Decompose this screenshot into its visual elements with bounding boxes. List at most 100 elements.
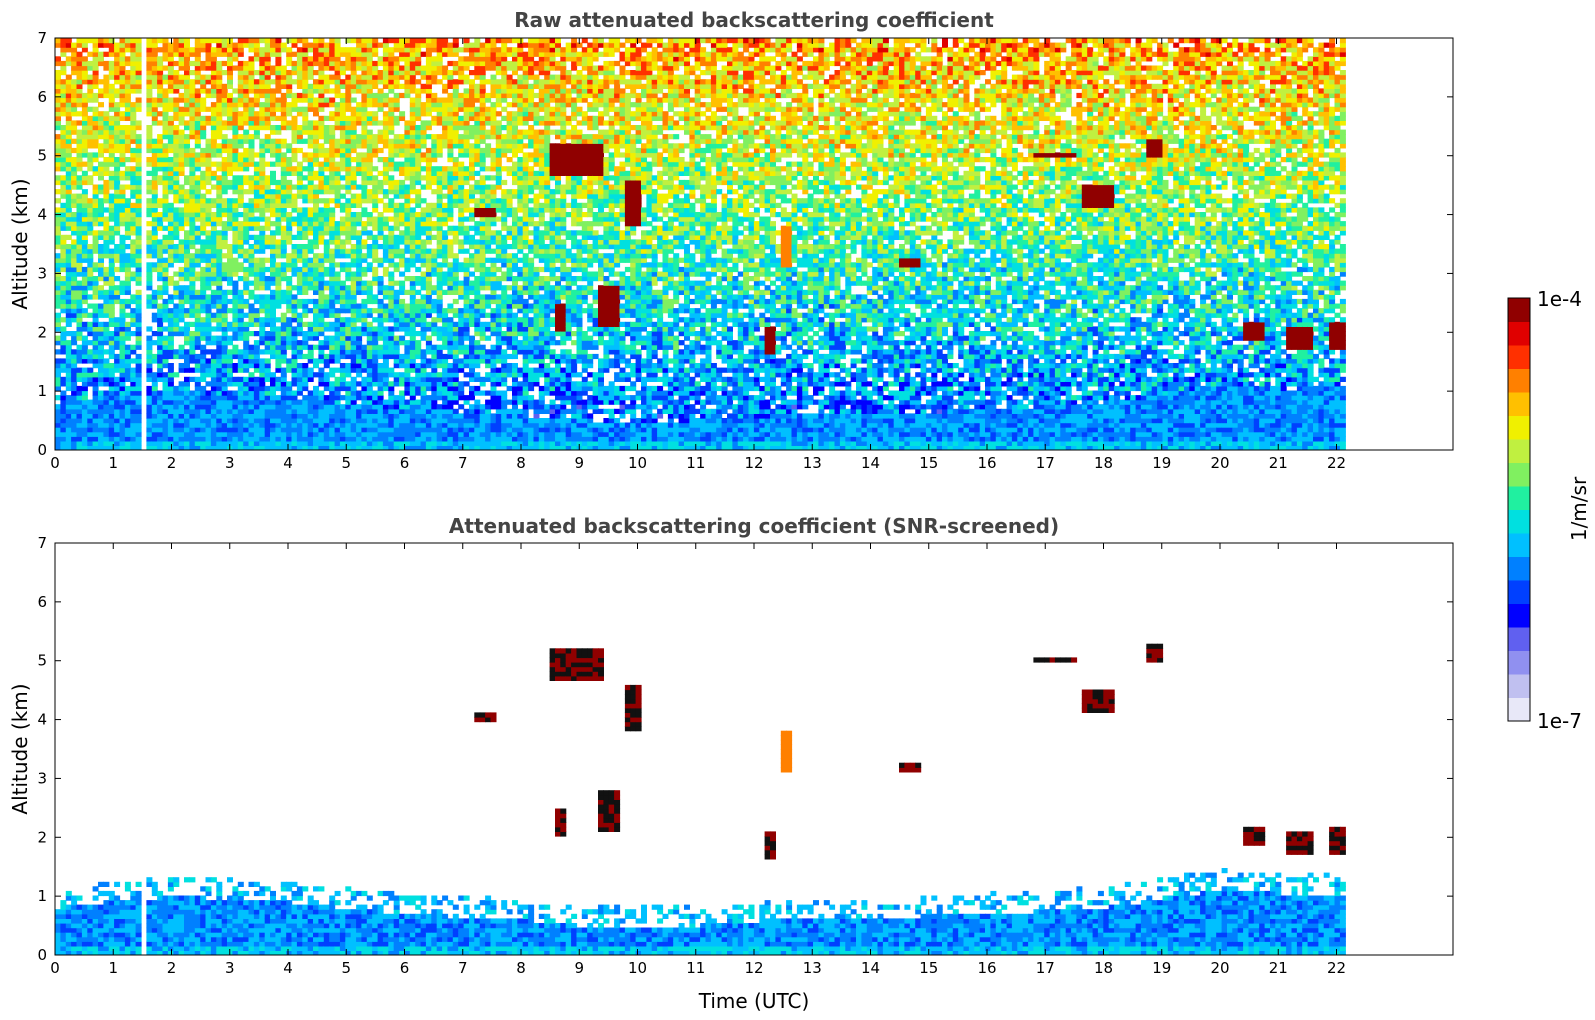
- heatmap-cell: [339, 143, 346, 149]
- heatmap-cell: [356, 331, 363, 337]
- heatmap-cell: [232, 216, 239, 222]
- heatmap-cell: [366, 340, 373, 346]
- heatmap-cell: [382, 225, 389, 231]
- heatmap-cell: [372, 111, 379, 117]
- heatmap-cell: [356, 184, 363, 190]
- heatmap-cell: [76, 312, 83, 318]
- heatmap-cell: [210, 413, 217, 419]
- heatmap-cell: [71, 427, 78, 433]
- heatmap-cell: [323, 221, 330, 227]
- heatmap-cell: [135, 83, 142, 89]
- heatmap-cell: [334, 175, 341, 181]
- heatmap-cell: [248, 358, 255, 364]
- heatmap-cell: [286, 257, 293, 263]
- heatmap-cell: [167, 143, 174, 149]
- heatmap-cell: [307, 120, 314, 126]
- heatmap-cell: [119, 399, 126, 405]
- heatmap-cell: [280, 289, 287, 295]
- heatmap-cell: [146, 143, 153, 149]
- heatmap-cell: [200, 298, 207, 305]
- heatmap-cell: [60, 42, 67, 48]
- heatmap-cell: [388, 175, 395, 181]
- heatmap-cell: [210, 440, 217, 446]
- heatmap-cell: [399, 440, 406, 446]
- heatmap-cell: [302, 404, 309, 410]
- heatmap-cell: [108, 266, 115, 273]
- heatmap-cell: [366, 60, 373, 67]
- heatmap-cell: [377, 445, 384, 450]
- heatmap-cell: [399, 376, 406, 382]
- heatmap-cell: [216, 335, 223, 341]
- heatmap-cell: [286, 143, 293, 149]
- heatmap-cell: [184, 152, 190, 158]
- heatmap-cell: [81, 74, 88, 80]
- heatmap-cell: [372, 253, 379, 259]
- heatmap-cell: [216, 445, 223, 450]
- heatmap-cell: [372, 42, 379, 48]
- heatmap-cell: [253, 221, 260, 227]
- heatmap-cell: [313, 212, 319, 218]
- heatmap-cell: [329, 248, 336, 254]
- heatmap-cell: [356, 157, 363, 163]
- heatmap-cell: [114, 436, 121, 442]
- heatmap-cell: [291, 344, 298, 350]
- heatmap-cell: [356, 353, 363, 360]
- heatmap-cell: [232, 111, 239, 117]
- heatmap-cell: [114, 431, 121, 437]
- heatmap-cell: [103, 166, 110, 172]
- heatmap-cell: [92, 157, 99, 163]
- heatmap-cell: [130, 344, 137, 350]
- heatmap-cell: [259, 404, 266, 410]
- heatmap-cell: [313, 79, 319, 85]
- heatmap-cell: [157, 239, 164, 245]
- heatmap-cell: [393, 152, 400, 158]
- heatmap-cell: [253, 152, 260, 158]
- heatmap-cell: [318, 225, 325, 231]
- heatmap-cell: [313, 427, 319, 433]
- heatmap-cell: [323, 207, 330, 213]
- heatmap-cell: [259, 418, 266, 424]
- heatmap-cell: [210, 198, 217, 204]
- heatmap-cell: [92, 266, 99, 273]
- heatmap-cell: [146, 47, 153, 53]
- heatmap-cell: [108, 440, 115, 446]
- heatmap-cell: [243, 340, 250, 346]
- heatmap-cell: [108, 312, 115, 318]
- heatmap-cell: [361, 157, 368, 163]
- heatmap-cell: [81, 161, 88, 167]
- heatmap-cell: [124, 326, 131, 332]
- heatmap-cell: [210, 289, 217, 295]
- heatmap-cell: [307, 445, 314, 450]
- heatmap-cell: [329, 353, 336, 360]
- heatmap-cell: [124, 47, 131, 53]
- heatmap-cell: [189, 298, 196, 305]
- heatmap-cell: [103, 184, 110, 190]
- heatmap-cell: [71, 445, 78, 450]
- heatmap-cell: [366, 198, 373, 204]
- heatmap-cell: [361, 106, 368, 112]
- heatmap-cell: [377, 289, 384, 295]
- heatmap-cell: [81, 385, 88, 392]
- heatmap-cell: [65, 56, 72, 62]
- heatmap-cell: [157, 253, 164, 259]
- heatmap-cell: [243, 97, 250, 103]
- heatmap-cell: [313, 372, 319, 378]
- heatmap-cell: [173, 179, 180, 186]
- heatmap-cell: [205, 367, 212, 373]
- heatmap-cell: [157, 349, 164, 355]
- heatmap-cell: [313, 225, 319, 231]
- heatmap-cell: [291, 157, 298, 163]
- heatmap-cell: [71, 120, 78, 126]
- heatmap-cell: [307, 285, 314, 291]
- heatmap-cell: [71, 166, 78, 172]
- heatmap-cell: [60, 381, 67, 387]
- heatmap-cell: [200, 161, 207, 167]
- heatmap-cell: [210, 147, 217, 154]
- heatmap-cell: [173, 166, 180, 172]
- heatmap-cell: [329, 344, 336, 350]
- heatmap-cell: [232, 308, 239, 314]
- heatmap-cell: [264, 207, 271, 213]
- heatmap-cell: [55, 436, 61, 442]
- heatmap-cell: [243, 445, 250, 450]
- heatmap-cell: [167, 381, 174, 387]
